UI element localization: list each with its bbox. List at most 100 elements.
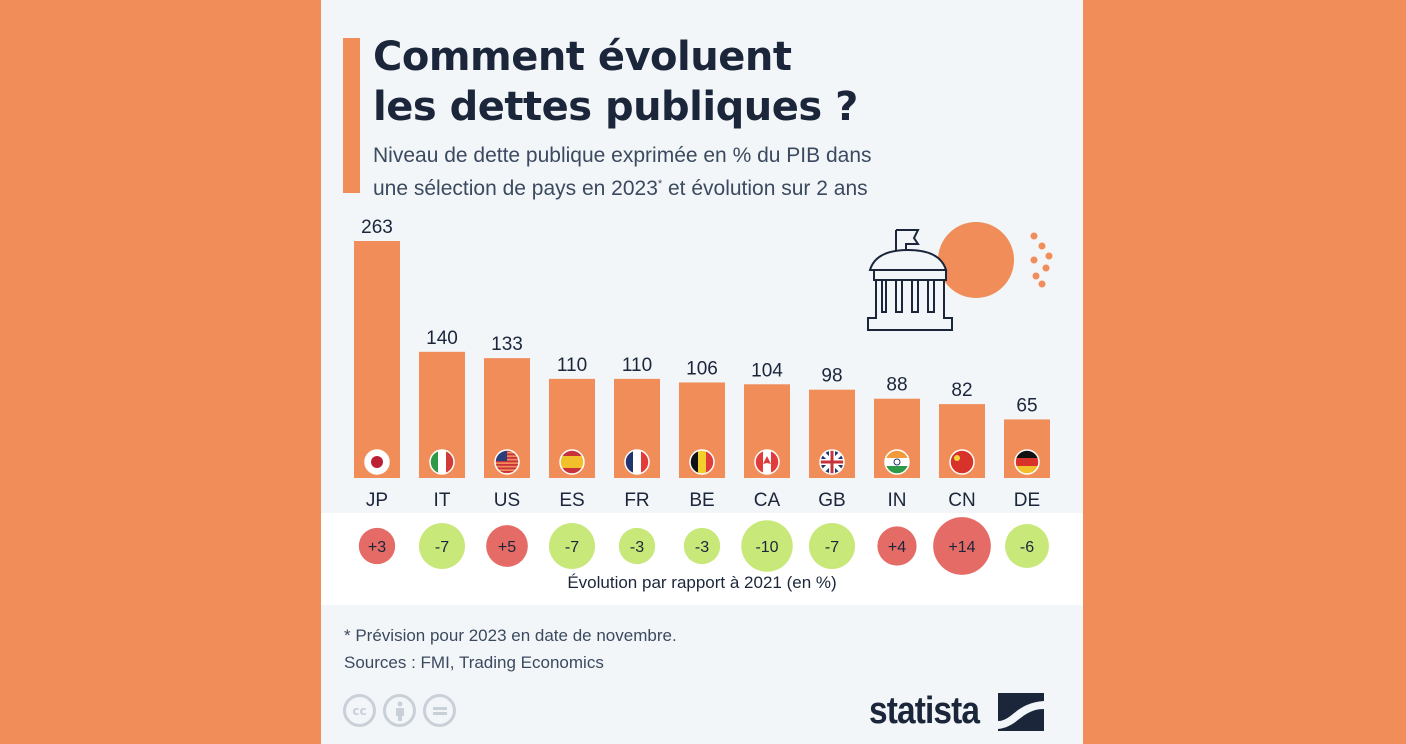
flag-stripe [706,450,714,474]
category-label-jp: JP [366,490,388,511]
value-label-de: 65 [1016,395,1037,416]
category-label-cn: CN [948,490,975,511]
statista-logo[interactable]: statista [869,690,1045,733]
spain-flag-icon [560,450,584,474]
value-label-ca: 104 [751,360,783,381]
value-label-gb: 98 [821,366,842,387]
flag-wheel [893,458,901,466]
bar-chart: 263 JP 140 IT 133 US 110 ES 110 FR 106 BE 104 CA 98 GB 8… [354,217,1053,511]
flag-border [689,449,715,475]
title-line-2: les dettes publiques ? [373,84,858,130]
flag-stripe [633,450,642,474]
usa-flag-icon [495,450,519,473]
category-label-ca: CA [754,490,781,511]
logo-wordmark: statista [869,690,980,732]
value-label-es: 110 [557,355,587,376]
infographic-card: Comment évoluent les dettes publiques ? … [321,0,1083,744]
flag-canton [495,450,507,461]
change-label-in: +4 [888,539,906,556]
change-label-de: -6 [1020,539,1034,556]
change-bubble-fr [618,527,656,565]
building-outline [867,229,953,331]
no-derivatives-icon[interactable] [423,694,456,727]
value-label-it: 140 [426,328,458,349]
evolution-caption: Évolution par rapport à 2021 (en %) [567,573,837,592]
category-label-de: DE [1014,490,1040,511]
change-bubble-cn [933,517,991,575]
change-label-it: -7 [435,539,449,556]
title-line-1: Comment évoluent [373,34,792,80]
value-label-fr: 110 [622,355,652,376]
flag-sun [371,456,383,468]
flag-stripe [560,450,584,457]
flag-stripe [1015,466,1039,474]
chart-subtitle: Niveau de dette publique exprimée en % d… [373,141,872,203]
flag-stripe [690,450,699,474]
flag-border [559,449,585,475]
change-bubble-in [877,526,917,566]
creative-commons-icon[interactable]: cc [343,694,376,727]
change-bubble-gb [808,522,856,570]
flag-stripe [1015,450,1039,459]
germany-flag-icon [1015,450,1039,474]
flag-border [624,449,650,475]
flag-stripe [438,450,447,474]
flag-stripe [885,466,909,474]
chart-title: Comment évoluent les dettes publiques ? [373,32,858,132]
value-label-us: 133 [491,334,523,355]
flag-stripe [698,450,707,474]
flag-stripe [755,450,764,474]
italy-flag-icon [430,450,454,474]
change-label-jp: +3 [368,539,386,556]
flag-border [1014,449,1040,475]
flag-stripe [495,460,519,463]
flag-stripe [885,458,909,467]
evolution-bubbles: +3 -7 +5 -7 -3 -3 -10 -7 +4 +14 -6 [358,517,1049,575]
attribution-icon[interactable] [383,694,416,727]
value-label-jp: 263 [361,217,393,238]
flag-border [949,449,975,475]
footnote: * Prévision pour 2023 en date de novembr… [344,622,677,676]
flag-border [364,449,390,475]
crumb-dots [1030,232,1053,288]
value-label-cn: 82 [951,380,972,401]
flag-border [819,449,845,475]
japan-flag-icon [365,450,389,474]
maple-leaf [763,456,771,464]
subtitle-line-1: Niveau de dette publique exprimée en % d… [373,144,872,167]
subtitle-line-2: une sélection de pays en 2023* et évolut… [373,170,872,203]
forecast-note: * Prévision pour 2023 en date de novembr… [344,626,677,645]
category-label-it: IT [434,490,451,511]
bar-jp [354,241,400,478]
statista-logo-icon [998,692,1045,731]
flag-stripe [430,450,439,474]
flag-stripe [1015,458,1039,467]
flag-cross-red [820,450,844,474]
flag-stripe [560,462,584,469]
title-accent-bar [343,38,360,193]
category-label-be: BE [689,490,714,511]
change-bubble-es [548,522,596,570]
category-label-fr: FR [624,490,649,511]
flag-stripe [771,450,779,474]
subtitle-text: une sélection de pays en 2023 [373,177,658,200]
license-icons: cc [343,694,456,727]
category-label-gb: GB [818,490,845,511]
canada-flag-icon [755,450,779,474]
flag-border [884,449,910,475]
category-label-es: ES [559,490,584,511]
flag-border [754,449,780,475]
change-bubble-it [418,522,466,570]
flag-stripe [641,450,649,474]
coin-shape [938,222,1014,298]
flag-stripe [885,450,909,459]
change-label-us: +5 [498,539,516,556]
flag-stripe [560,468,584,474]
coin-bite [1014,218,1036,308]
category-label-us: US [494,490,520,511]
value-label-be: 106 [686,358,718,379]
flag-border [429,449,455,475]
change-label-gb: -7 [825,539,839,556]
flag-stripe [495,467,519,470]
france-flag-icon [625,450,649,474]
